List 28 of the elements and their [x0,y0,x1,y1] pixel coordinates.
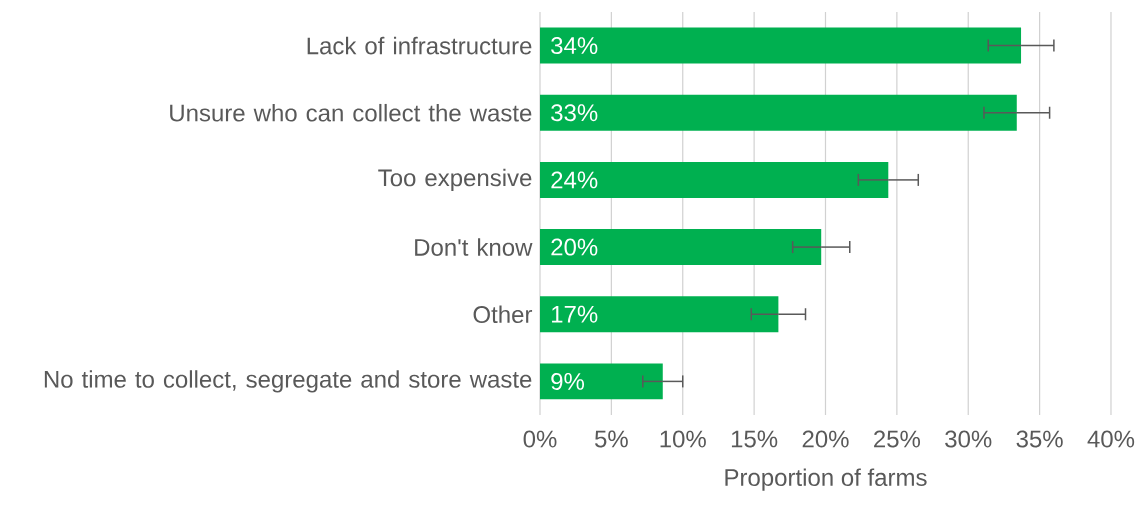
x-tick-label: 0% [523,430,557,448]
bar [540,363,663,400]
x-tick-label: 25% [874,430,921,448]
data-label: 20% [551,238,598,256]
y-tick-label: Don't know [415,238,533,256]
y-tick-label: No time to collect, segregate and store waste [44,370,532,393]
x-tick-label: 10% [660,430,706,448]
y-tick-label: Too expensive [378,168,532,192]
data-label: 34% [551,37,598,55]
data-label: 9% [551,372,585,390]
x-tick-label: 5% [594,430,628,448]
x-tick-label: 15% [731,430,778,448]
data-label: 24% [551,171,598,189]
y-tick-label: Lack of infrastructure [307,36,532,55]
data-label: 17% [552,305,598,323]
bar [540,94,1017,131]
data-label: 33% [551,104,598,122]
bar [540,161,889,198]
bar [540,27,1022,64]
bar [540,296,779,333]
y-tick-label: Unsure who can collect the waste [170,103,532,122]
bar [540,229,822,266]
x-tick-label: 30% [945,430,992,448]
x-tick-label: 20% [802,430,849,448]
x-tick-label: 35% [1016,430,1063,448]
x-tick-label: 40% [1087,430,1135,448]
y-tick-label: Other [473,305,533,324]
x-axis-title: Proportion of farms [725,468,927,491]
